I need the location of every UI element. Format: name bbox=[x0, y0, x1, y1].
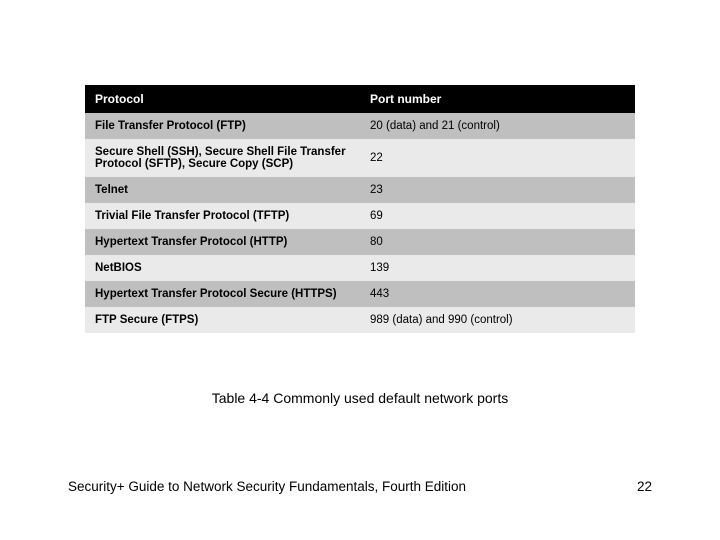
table-row: FTP Secure (FTPS) 989 (data) and 990 (co… bbox=[85, 307, 635, 333]
table-row: Trivial File Transfer Protocol (TFTP) 69 bbox=[85, 203, 635, 229]
col-header-port: Port number bbox=[360, 85, 635, 113]
cell-port: 139 bbox=[360, 255, 635, 281]
cell-protocol: Telnet bbox=[85, 177, 360, 203]
table-row: Secure Shell (SSH), Secure Shell File Tr… bbox=[85, 139, 635, 177]
cell-port: 23 bbox=[360, 177, 635, 203]
cell-port: 22 bbox=[360, 139, 635, 177]
cell-protocol: Hypertext Transfer Protocol (HTTP) bbox=[85, 229, 360, 255]
ports-table: Protocol Port number File Transfer Proto… bbox=[85, 85, 635, 333]
cell-port: 69 bbox=[360, 203, 635, 229]
cell-protocol: Trivial File Transfer Protocol (TFTP) bbox=[85, 203, 360, 229]
table-row: Hypertext Transfer Protocol (HTTP) 80 bbox=[85, 229, 635, 255]
cell-protocol: File Transfer Protocol (FTP) bbox=[85, 113, 360, 139]
cell-port: 20 (data) and 21 (control) bbox=[360, 113, 635, 139]
cell-protocol: NetBIOS bbox=[85, 255, 360, 281]
footer-book-title: Security+ Guide to Network Security Fund… bbox=[68, 479, 466, 494]
cell-port: 443 bbox=[360, 281, 635, 307]
cell-port: 80 bbox=[360, 229, 635, 255]
table-row: NetBIOS 139 bbox=[85, 255, 635, 281]
table-row: File Transfer Protocol (FTP) 20 (data) a… bbox=[85, 113, 635, 139]
cell-protocol: FTP Secure (FTPS) bbox=[85, 307, 360, 333]
table-caption: Table 4-4 Commonly used default network … bbox=[0, 390, 720, 406]
table-row: Telnet 23 bbox=[85, 177, 635, 203]
col-header-protocol: Protocol bbox=[85, 85, 360, 113]
table-header-row: Protocol Port number bbox=[85, 85, 635, 113]
table-row: Hypertext Transfer Protocol Secure (HTTP… bbox=[85, 281, 635, 307]
cell-protocol: Hypertext Transfer Protocol Secure (HTTP… bbox=[85, 281, 360, 307]
footer-page-number: 22 bbox=[637, 479, 652, 494]
cell-protocol: Secure Shell (SSH), Secure Shell File Tr… bbox=[85, 139, 360, 177]
cell-port: 989 (data) and 990 (control) bbox=[360, 307, 635, 333]
